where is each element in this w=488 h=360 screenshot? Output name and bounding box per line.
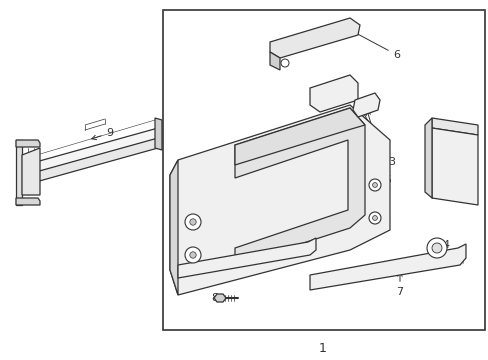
Text: 6: 6: [340, 25, 400, 60]
Polygon shape: [269, 18, 359, 58]
Text: 8: 8: [211, 293, 224, 303]
Polygon shape: [214, 294, 225, 302]
Polygon shape: [22, 155, 25, 185]
Polygon shape: [269, 52, 280, 70]
Bar: [163, 10, 484, 330]
Circle shape: [431, 243, 441, 253]
Polygon shape: [431, 128, 477, 205]
Polygon shape: [352, 93, 379, 117]
Polygon shape: [309, 75, 357, 112]
Polygon shape: [424, 118, 431, 198]
Circle shape: [281, 59, 288, 67]
Circle shape: [372, 183, 377, 188]
Text: 9: 9: [91, 128, 113, 140]
Circle shape: [426, 238, 446, 258]
Text: 1: 1: [318, 342, 326, 355]
Polygon shape: [16, 140, 40, 147]
Polygon shape: [22, 148, 40, 195]
Polygon shape: [235, 108, 364, 165]
Circle shape: [372, 216, 377, 220]
Polygon shape: [16, 198, 40, 205]
Text: 2: 2: [453, 164, 463, 190]
Polygon shape: [155, 118, 162, 150]
Polygon shape: [170, 160, 178, 295]
Text: 4: 4: [438, 240, 448, 250]
Circle shape: [184, 247, 201, 263]
Polygon shape: [170, 105, 389, 295]
Text: 7: 7: [396, 272, 403, 297]
Polygon shape: [309, 244, 465, 290]
Circle shape: [368, 212, 380, 224]
Polygon shape: [431, 118, 477, 135]
Polygon shape: [22, 138, 158, 185]
Circle shape: [189, 219, 196, 225]
Text: 5: 5: [366, 111, 391, 185]
Text: 3: 3: [351, 93, 395, 167]
Polygon shape: [235, 108, 364, 265]
Circle shape: [184, 214, 201, 230]
Circle shape: [189, 252, 196, 258]
Text: 7: 7: [201, 262, 218, 273]
Polygon shape: [25, 128, 158, 175]
Polygon shape: [178, 238, 315, 278]
Circle shape: [368, 179, 380, 191]
Polygon shape: [16, 140, 22, 205]
